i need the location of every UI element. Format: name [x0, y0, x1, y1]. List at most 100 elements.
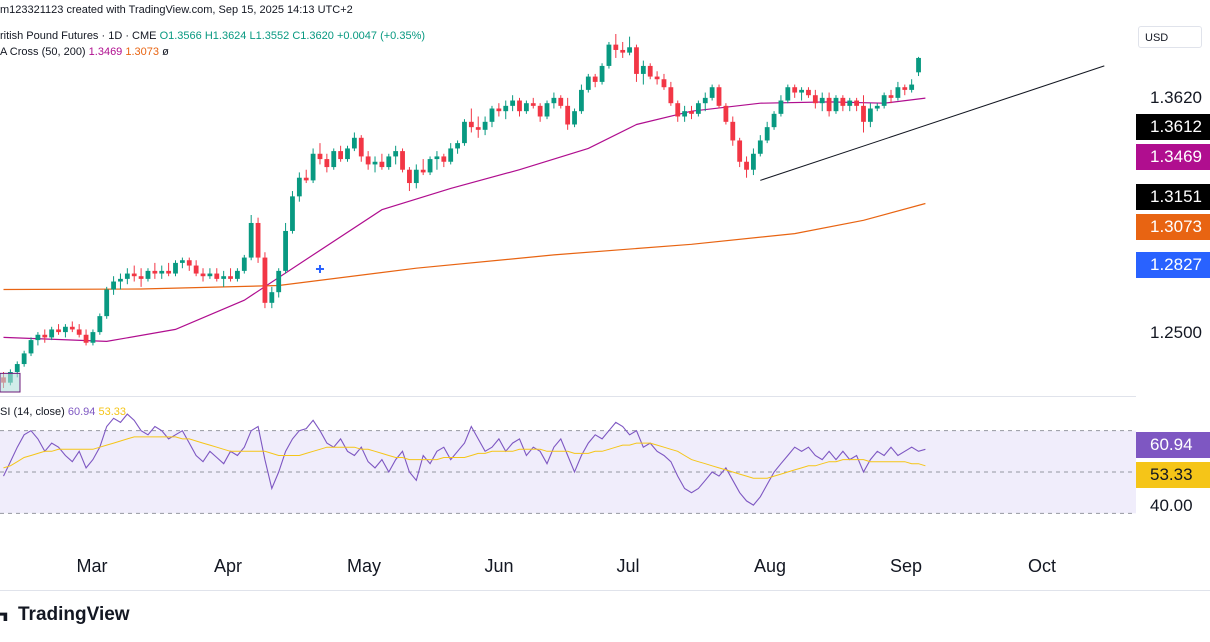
candle-body-4 — [28, 340, 34, 354]
ohlc-open: O1.3566 — [159, 30, 202, 42]
candle-body-129 — [888, 95, 894, 98]
ma-fast-value: 1.3469 — [88, 46, 123, 58]
candle-body-104 — [716, 87, 722, 106]
rsi-legend-name: SI (14, close) — [0, 406, 65, 418]
candle-body-45 — [310, 153, 316, 181]
candle-body-12 — [83, 334, 89, 343]
candle-body-3 — [21, 353, 27, 365]
candle-body-60 — [413, 169, 419, 184]
candle-body-46 — [317, 153, 323, 160]
candle-body-24 — [166, 270, 172, 274]
candle-body-63 — [434, 156, 440, 160]
candle-body-79 — [544, 103, 550, 117]
candle-body-128 — [881, 95, 887, 106]
candle-body-59 — [407, 169, 412, 184]
candle-body-34 — [235, 270, 240, 279]
candle-body-69 — [475, 127, 481, 130]
price-label-rsi: 60.94 — [1136, 432, 1210, 458]
candle-body-38 — [262, 257, 268, 303]
candle-body-25 — [173, 262, 178, 274]
chart-creator-caption: m123321123 created with TradingView.com,… — [0, 4, 353, 16]
candle-body-19 — [131, 273, 137, 277]
candle-body-31 — [214, 273, 220, 279]
candle-body-114 — [785, 87, 791, 101]
main-chart-svg — [0, 33, 1136, 514]
candle-body-86 — [592, 76, 598, 82]
candle-body-30 — [207, 273, 213, 277]
candle-body-2 — [14, 364, 20, 373]
price-label-cross: 1.2827 — [1136, 252, 1210, 278]
candle-body-29 — [200, 273, 206, 277]
candle-body-89 — [613, 44, 619, 50]
candle-body-88 — [606, 44, 612, 66]
candle-body-108 — [744, 161, 749, 170]
ohlc-low: L1.3552 — [249, 30, 290, 42]
candle-body-130 — [895, 87, 901, 98]
candle-body-23 — [159, 270, 165, 274]
candle-body-5 — [35, 334, 41, 341]
candle-body-102 — [702, 97, 708, 104]
candle-body-117 — [806, 89, 811, 96]
rsi-tick-40: 40.00 — [1150, 496, 1193, 515]
candle-body-9 — [63, 326, 68, 333]
candle-body-126 — [867, 108, 873, 122]
candle-body-61 — [420, 169, 426, 173]
candle-body-54 — [372, 161, 378, 165]
candle-body-39 — [269, 292, 275, 303]
rsi-legend-value: 60.94 — [67, 406, 96, 418]
candle-body-125 — [861, 105, 866, 122]
candle-body-105 — [723, 105, 729, 122]
symbol-name: ritish Pound Futures · 1D · CME — [0, 30, 157, 42]
currency-selector[interactable]: USD — [1138, 26, 1202, 48]
footer-divider — [0, 590, 1210, 591]
candle-body-133 — [916, 57, 921, 73]
candle-body-66 — [455, 143, 460, 149]
candle-body-95 — [654, 76, 660, 80]
candle-body-93 — [640, 65, 646, 74]
cross-marker-icon — [315, 265, 324, 274]
candle-body-109 — [751, 153, 756, 170]
ma-visibility-icon[interactable]: ø — [162, 46, 169, 58]
x-tick-jun: Jun — [484, 556, 514, 576]
candle-body-55 — [379, 161, 385, 168]
candle-body-65 — [448, 148, 454, 162]
candle-body-11 — [76, 329, 82, 335]
candle-body-53 — [365, 156, 371, 165]
candle-body-14 — [97, 316, 103, 333]
candle-body-71 — [489, 108, 495, 122]
candle-body-81 — [558, 97, 564, 106]
candle-body-15 — [104, 289, 110, 317]
candle-body-96 — [661, 79, 667, 88]
candle-body-119 — [819, 97, 825, 104]
candle-body-70 — [482, 121, 488, 130]
candle-body-41 — [283, 230, 288, 271]
x-tick-apr: Apr — [213, 556, 243, 576]
candle-body-67 — [462, 121, 467, 144]
candle-body-74 — [510, 100, 516, 106]
candle-body-83 — [572, 111, 577, 125]
candle-body-87 — [599, 65, 605, 82]
price-label-ma-fast: 1.3469 — [1136, 144, 1210, 170]
candle-body-113 — [778, 100, 784, 114]
series-line-ma-cross-200- — [3, 202, 926, 291]
ohlc-close: C1.3620 — [292, 30, 334, 42]
candle-body-90 — [620, 49, 626, 53]
candle-body-50 — [345, 148, 350, 160]
candle-body-17 — [118, 278, 123, 282]
candle-body-98 — [675, 103, 681, 117]
candle-body-49 — [338, 151, 344, 160]
tradingview-brand[interactable]: TradingView — [0, 604, 130, 626]
x-tick-jul: Jul — [616, 556, 640, 576]
candle-body-73 — [503, 105, 509, 112]
candle-body-99 — [682, 111, 688, 117]
y-tick-1.2500: 1.2500 — [1150, 323, 1202, 342]
candle-body-20 — [138, 276, 144, 279]
candle-body-110 — [757, 140, 763, 154]
candle-body-94 — [647, 65, 653, 77]
price-label-current: 1.3612 — [1136, 114, 1210, 140]
candle-body-10 — [69, 326, 75, 330]
price-label-ma-slow: 1.3073 — [1136, 214, 1210, 240]
candle-body-48 — [331, 151, 337, 168]
pane-divider — [0, 396, 1136, 397]
candle-body-103 — [709, 87, 715, 98]
